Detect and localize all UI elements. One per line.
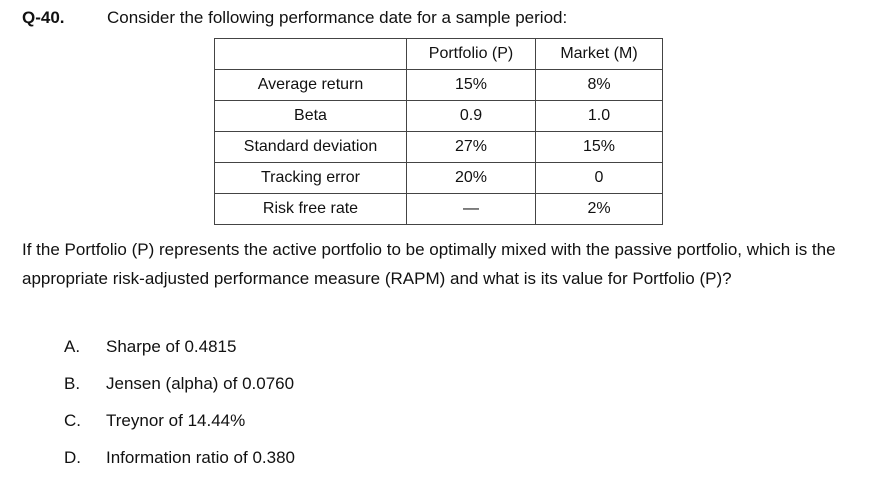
- portfolio-value: 20%: [406, 162, 536, 194]
- header-cell-market: Market (M): [535, 38, 663, 70]
- option-letter: B.: [64, 374, 81, 393]
- table-row: Tracking error 20% 0: [214, 162, 663, 194]
- table-row: Risk free rate — 2%: [214, 193, 663, 225]
- header-cell-portfolio: Portfolio (P): [406, 38, 536, 70]
- table-row: Standard deviation 27% 15%: [214, 131, 663, 163]
- option-text: Information ratio of 0.380: [106, 448, 296, 467]
- option-c[interactable]: C. Treynor of 14.44%: [64, 411, 245, 431]
- market-value: 8%: [535, 69, 663, 101]
- option-d[interactable]: D. Information ratio of 0.380: [64, 448, 295, 468]
- question-prompt: Consider the following performance date …: [107, 8, 568, 27]
- question-number: Q-40.: [22, 8, 65, 27]
- row-label: Tracking error: [214, 162, 407, 194]
- market-value: 0: [535, 162, 663, 194]
- question-paragraph: If the Portfolio (P) represents the acti…: [22, 240, 836, 288]
- portfolio-value: 27%: [406, 131, 536, 163]
- market-value: 15%: [535, 131, 663, 163]
- option-b[interactable]: B. Jensen (alpha) of 0.0760: [64, 374, 294, 394]
- market-value: 1.0: [535, 100, 663, 132]
- table-row: Average return 15% 8%: [214, 69, 663, 101]
- option-text: Jensen (alpha) of 0.0760: [106, 374, 295, 393]
- performance-table: Portfolio (P) Market (M) Average return …: [214, 38, 663, 225]
- option-a[interactable]: A. Sharpe of 0.4815: [64, 337, 236, 357]
- market-value: 2%: [535, 193, 663, 225]
- option-letter: D.: [64, 448, 81, 467]
- table-header-row: Portfolio (P) Market (M): [214, 38, 663, 70]
- header-cell-empty: [214, 38, 407, 70]
- option-letter: A.: [64, 337, 81, 356]
- row-label: Standard deviation: [214, 131, 407, 163]
- portfolio-value: 15%: [406, 69, 536, 101]
- option-text: Sharpe of 0.4815: [106, 337, 237, 356]
- portfolio-value: 0.9: [406, 100, 536, 132]
- portfolio-value: —: [406, 193, 536, 225]
- table-row: Beta 0.9 1.0: [214, 100, 663, 132]
- option-text: Treynor of 14.44%: [106, 411, 246, 430]
- row-label: Risk free rate: [214, 193, 407, 225]
- option-letter: C.: [64, 411, 81, 430]
- row-label: Average return: [214, 69, 407, 101]
- row-label: Beta: [214, 100, 407, 132]
